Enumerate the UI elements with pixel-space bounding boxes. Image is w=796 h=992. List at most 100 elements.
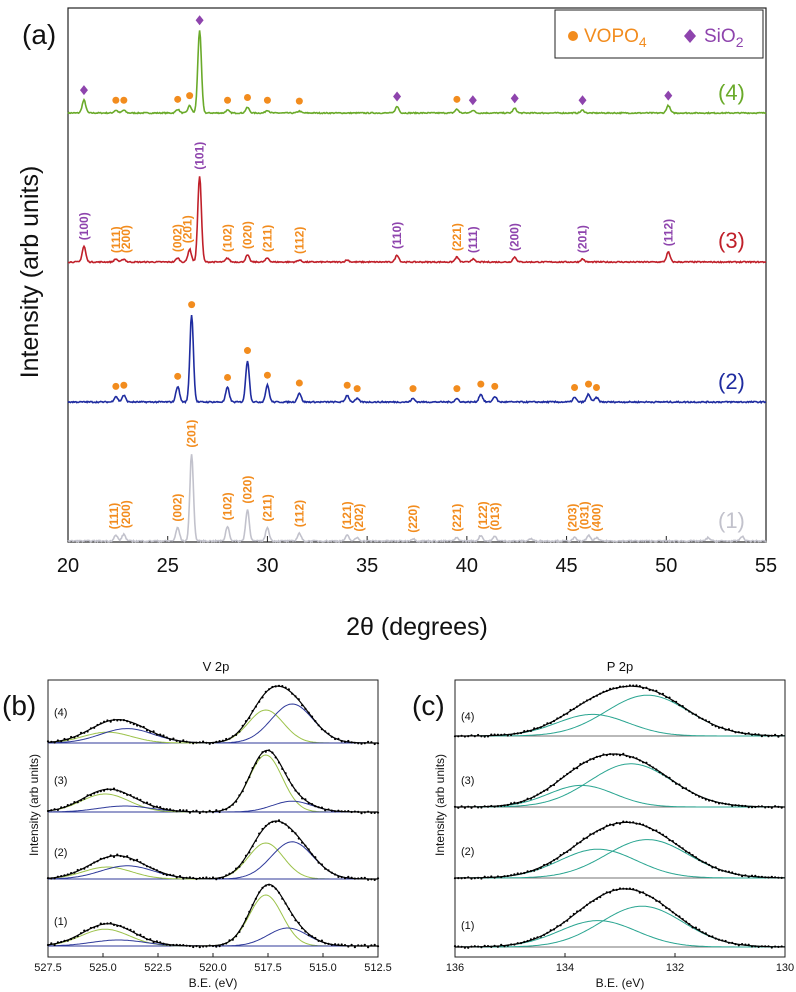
data-point: [724, 802, 727, 806]
data-point: [562, 921, 566, 924]
panel-a-label: (a): [22, 19, 56, 50]
data-point: [615, 821, 618, 825]
data-point: [376, 877, 380, 880]
data-point: [754, 805, 757, 809]
x-tick-label-520.0: 520.0: [199, 962, 227, 974]
data-point: [231, 803, 234, 806]
data-point: [483, 944, 486, 947]
data-point: [178, 875, 182, 878]
data-point: [701, 931, 704, 934]
data-point: [708, 720, 711, 723]
data-point: [635, 889, 638, 892]
data-point: [218, 945, 221, 948]
data-point: [632, 756, 635, 759]
hkl-label: (121): [340, 501, 354, 529]
hkl-label: (201): [181, 215, 195, 243]
data-point: [53, 808, 56, 811]
data-point: [642, 687, 645, 690]
data-point: [353, 810, 356, 813]
data-point: [770, 734, 773, 737]
data-point: [109, 922, 112, 925]
data-point: [106, 856, 109, 859]
data-point: [661, 773, 665, 776]
data-point: [552, 719, 556, 723]
data-point: [704, 932, 707, 935]
data-point: [215, 945, 218, 948]
data-point: [582, 761, 585, 764]
data-point: [103, 922, 106, 925]
data-point: [731, 804, 734, 807]
data-point: [618, 754, 622, 757]
data-point: [244, 917, 248, 920]
data-point: [149, 866, 152, 869]
data-point: [678, 783, 681, 786]
data-point: [218, 740, 221, 743]
data-point: [337, 943, 340, 946]
data-point: [453, 877, 457, 880]
data-point: [291, 784, 294, 787]
data-point: [734, 872, 737, 876]
data-point: [463, 806, 466, 809]
panel-c-ylabel: Intensity (arb units): [433, 754, 447, 856]
data-point: [453, 945, 457, 948]
data-point: [562, 775, 566, 778]
data-point: [367, 740, 370, 743]
data-point: [523, 799, 526, 802]
data-point: [503, 945, 506, 948]
x-tick-label-30: 30: [256, 555, 278, 577]
data-point: [89, 863, 92, 866]
panel-c-x-axis: 136 134 132 130: [446, 953, 794, 974]
data-point: [175, 810, 178, 813]
data-point: [747, 875, 750, 878]
data-point: [307, 711, 310, 714]
data-point: [258, 756, 261, 759]
data-point: [470, 877, 473, 880]
legend-sio2-marker: [684, 29, 696, 43]
data-point: [376, 811, 380, 814]
data-point: [727, 728, 731, 731]
data-point: [539, 866, 542, 869]
data-point: [93, 726, 96, 729]
fit-envelope: [455, 685, 785, 737]
data-point: [467, 805, 470, 808]
data-point: [526, 797, 529, 800]
data-point: [162, 872, 165, 876]
hkl-label: (013): [488, 502, 502, 530]
data-point: [648, 895, 651, 898]
data-point: [56, 941, 60, 944]
data-point: [112, 855, 116, 859]
data-point: [56, 808, 60, 812]
data-point: [684, 787, 688, 790]
panel-b-label: (b): [2, 690, 36, 721]
data-point: [119, 854, 122, 858]
data-point: [734, 731, 737, 734]
vopo4-peak-marker: [592, 384, 600, 392]
data-point: [691, 712, 694, 715]
data-point: [605, 824, 608, 827]
hkl-label: (202): [352, 504, 366, 532]
data-point: [655, 689, 658, 693]
data-point: [569, 915, 572, 918]
data-point: [655, 768, 658, 771]
data-point: [533, 727, 536, 730]
data-point: [473, 735, 476, 738]
data-point: [172, 874, 175, 877]
data-point: [310, 853, 314, 856]
data-point: [93, 861, 96, 864]
hkl-label: (112): [661, 219, 675, 246]
spectrum-label-(2): (2): [54, 847, 67, 859]
data-point: [215, 878, 218, 881]
data-point: [658, 831, 661, 834]
data-point: [694, 926, 698, 929]
vopo4-peak-marker: [243, 93, 251, 101]
data-point: [314, 936, 317, 940]
spectrum-label-(2): (2): [461, 846, 474, 858]
data-point: [274, 685, 277, 688]
data-point: [688, 851, 691, 855]
data-point: [747, 943, 750, 946]
data-point: [750, 874, 754, 877]
hkl-label: (031): [578, 501, 592, 529]
data-point: [668, 839, 671, 842]
data-point: [684, 920, 688, 923]
x-tick-label-525.0: 525.0: [89, 962, 117, 974]
